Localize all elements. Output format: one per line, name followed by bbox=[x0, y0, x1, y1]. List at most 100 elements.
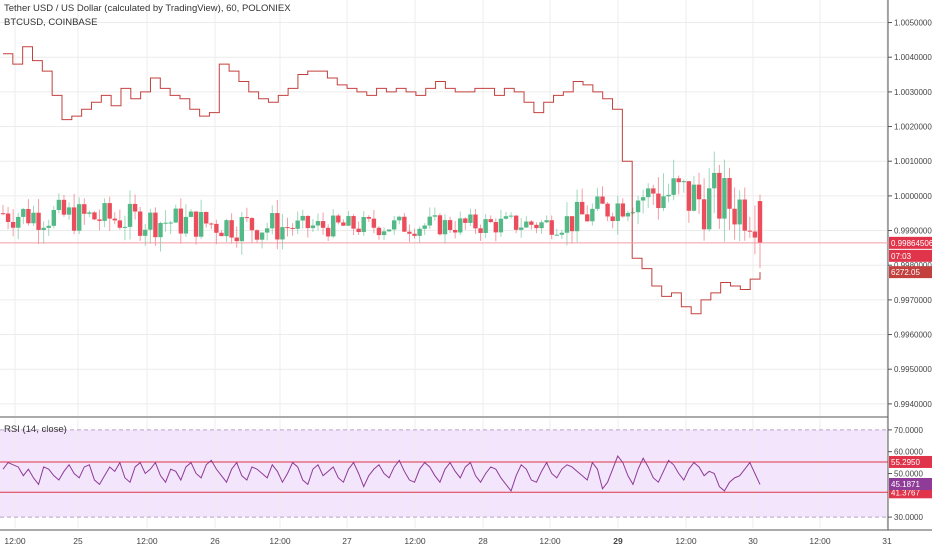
candle-body bbox=[158, 222, 163, 238]
candle-body bbox=[757, 201, 763, 243]
price-tick-label: 1.00100000 bbox=[894, 157, 932, 166]
candle-body bbox=[117, 220, 123, 228]
candle-body bbox=[696, 184, 702, 200]
chart-title: Tether USD / US Dollar (calculated by Tr… bbox=[4, 3, 291, 14]
candle-body bbox=[432, 215, 438, 217]
rsi-band-tag-label: 41.3767 bbox=[891, 488, 920, 497]
candle-body bbox=[107, 203, 112, 219]
candle-body bbox=[447, 220, 453, 230]
candle-body bbox=[204, 212, 209, 224]
candle-body bbox=[214, 223, 219, 233]
candle-body bbox=[336, 215, 341, 223]
rsi-tick-label: 30.0000 bbox=[894, 513, 923, 522]
candle-body bbox=[574, 201, 580, 232]
countdown-tag bbox=[889, 249, 932, 262]
price-tick-label: 1.00200000 bbox=[894, 123, 932, 132]
time-tick-label: 12:00 bbox=[675, 536, 697, 546]
candle-body bbox=[397, 216, 402, 221]
time-tick-label: 30 bbox=[748, 536, 758, 546]
candle-body bbox=[417, 228, 422, 236]
candle-body bbox=[402, 216, 407, 232]
candle-body bbox=[320, 221, 326, 228]
candle-body bbox=[280, 227, 285, 240]
candle-body bbox=[92, 212, 97, 220]
candle-body bbox=[16, 216, 21, 228]
candle-body bbox=[646, 188, 651, 198]
candle-body bbox=[539, 222, 544, 229]
candle-body bbox=[234, 237, 239, 242]
candle-body bbox=[331, 215, 336, 237]
candle-body bbox=[219, 232, 224, 237]
candle-body bbox=[122, 226, 128, 228]
candle-body bbox=[163, 222, 168, 224]
candle-body bbox=[676, 178, 681, 183]
candle-body bbox=[513, 215, 519, 230]
candle-body bbox=[412, 233, 417, 236]
time-tick-label: 28 bbox=[478, 536, 488, 546]
candle-body bbox=[651, 188, 656, 194]
countdown-label: 07:03 bbox=[891, 252, 912, 261]
candle-body bbox=[712, 172, 717, 189]
candle-body bbox=[559, 232, 565, 235]
candle-body bbox=[193, 211, 199, 237]
time-tick-label: 12:00 bbox=[809, 536, 831, 546]
candle-body bbox=[437, 215, 443, 235]
rsi-tick-label: 60.0000 bbox=[894, 448, 923, 457]
candle-body bbox=[681, 181, 686, 183]
candle-body bbox=[325, 227, 331, 237]
time-tick-label: 25 bbox=[73, 536, 83, 546]
rsi-band-tag-label: 55.2950 bbox=[891, 458, 920, 467]
rsi-line bbox=[2, 455, 761, 492]
candle-body bbox=[554, 234, 559, 236]
candle-body bbox=[691, 184, 697, 211]
candle-body bbox=[209, 223, 214, 225]
candle-body bbox=[519, 227, 524, 230]
candle-body bbox=[0, 213, 6, 215]
candle-body bbox=[661, 196, 666, 209]
candle-body bbox=[473, 214, 478, 229]
candle-body bbox=[620, 203, 626, 217]
candle-body bbox=[463, 218, 468, 223]
candle-body bbox=[153, 212, 158, 238]
time-tick-label: 12:00 bbox=[4, 536, 26, 546]
candle-body bbox=[493, 222, 499, 233]
candle-body bbox=[722, 178, 727, 219]
candle-body bbox=[173, 208, 178, 223]
candle-body bbox=[615, 203, 620, 222]
candle-body bbox=[483, 219, 488, 233]
candle-body bbox=[640, 197, 646, 201]
last-price-tag bbox=[889, 236, 932, 249]
candle-body bbox=[71, 207, 77, 231]
candle-body bbox=[742, 199, 747, 231]
candle-body bbox=[478, 228, 483, 233]
rsi-value-label: 45.1871 bbox=[891, 480, 920, 489]
candle-body bbox=[188, 211, 194, 217]
candle-body bbox=[310, 225, 316, 229]
btc-price-label: 6272.05 bbox=[891, 268, 920, 277]
time-tick-label: 12:00 bbox=[404, 536, 426, 546]
candle-body bbox=[36, 212, 41, 230]
candle-body bbox=[77, 204, 82, 231]
candle-body bbox=[488, 219, 493, 223]
candle-body bbox=[727, 178, 732, 209]
time-tick-label: 27 bbox=[342, 536, 352, 546]
candle-body bbox=[605, 203, 610, 217]
candle-body bbox=[717, 172, 722, 219]
candle-body bbox=[21, 208, 26, 217]
candle-body bbox=[610, 216, 615, 222]
candle-body bbox=[656, 193, 661, 209]
candle-body bbox=[585, 214, 590, 222]
last-price-label: 0.99864506 bbox=[891, 239, 932, 248]
candle-body bbox=[407, 231, 412, 234]
candle-body bbox=[290, 227, 295, 229]
candle-body bbox=[422, 225, 427, 229]
candle-body bbox=[183, 216, 189, 234]
candle-body bbox=[198, 212, 204, 237]
candle-body bbox=[671, 178, 676, 195]
candle-body bbox=[66, 207, 72, 215]
